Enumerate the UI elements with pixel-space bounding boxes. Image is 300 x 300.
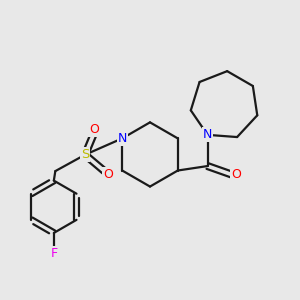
- Text: O: O: [231, 169, 241, 182]
- Text: F: F: [50, 247, 57, 260]
- Text: O: O: [89, 123, 99, 136]
- Text: N: N: [118, 132, 127, 145]
- Text: N: N: [203, 128, 212, 141]
- Text: S: S: [81, 148, 89, 161]
- Text: O: O: [103, 168, 113, 181]
